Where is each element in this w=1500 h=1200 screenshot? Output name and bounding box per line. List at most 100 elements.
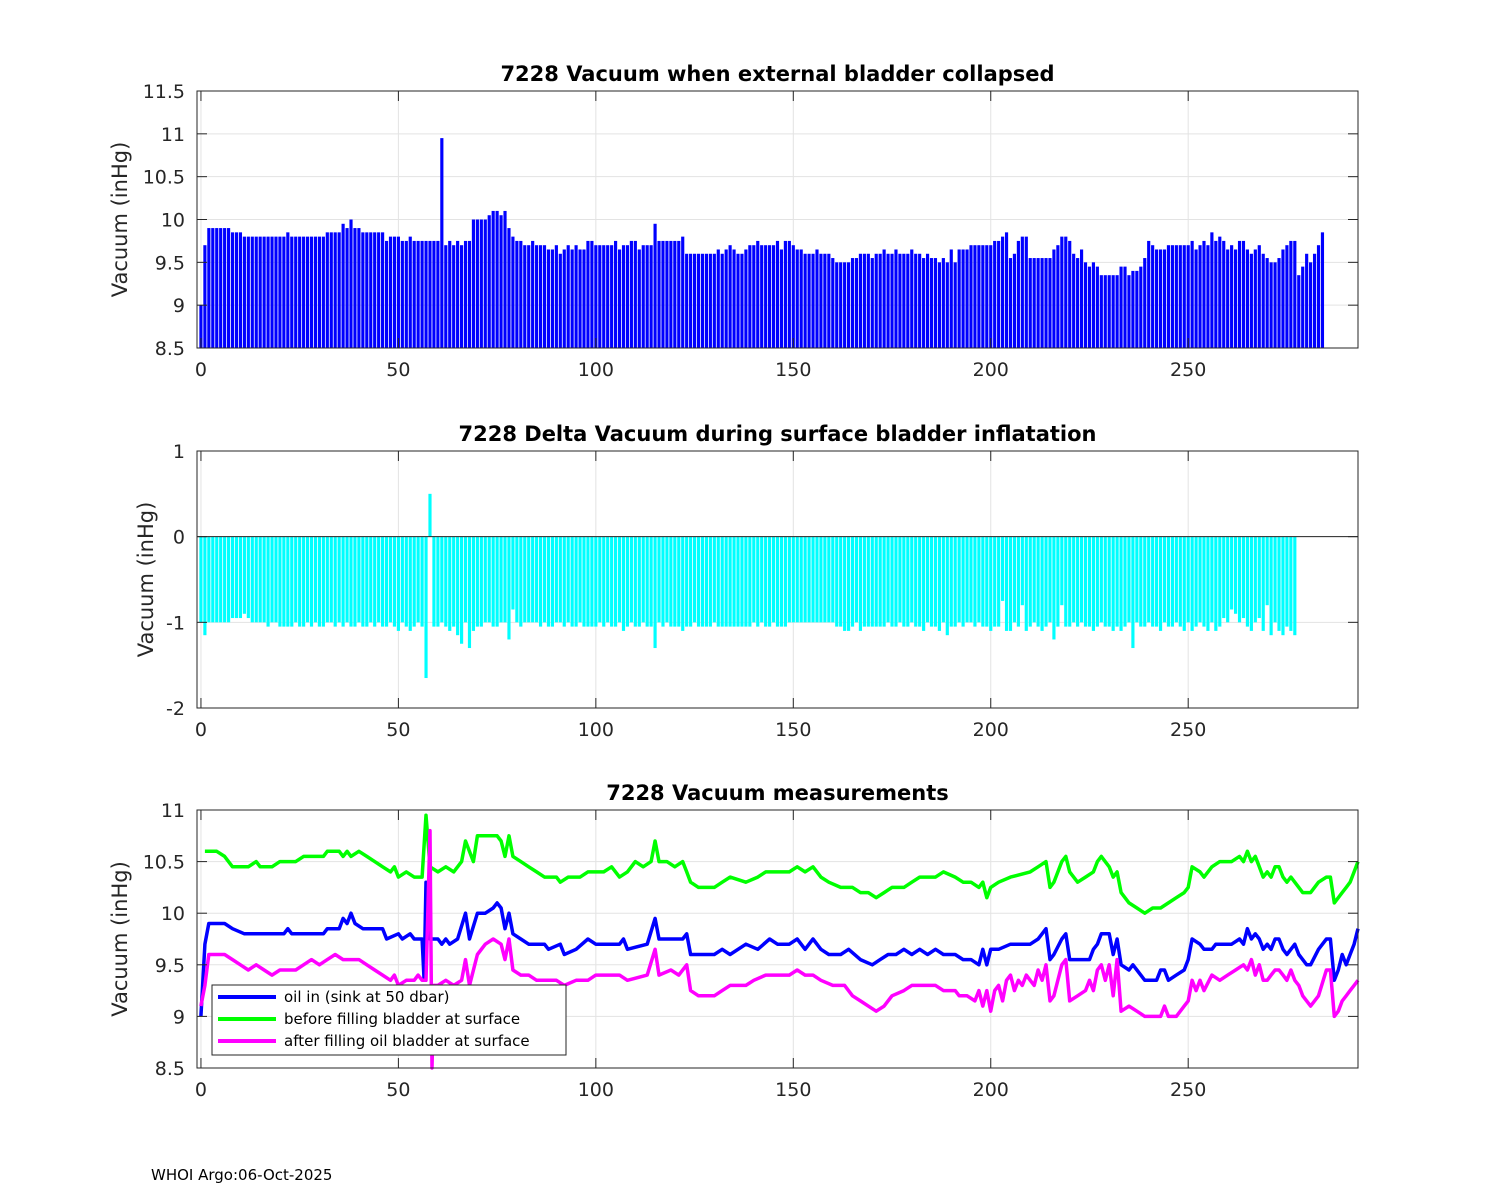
bar	[858, 253, 863, 348]
legend-label: after filling oil bladder at surface	[284, 1032, 530, 1050]
bar	[831, 258, 835, 348]
bar	[997, 536, 1001, 627]
bar	[1024, 536, 1028, 631]
bar	[807, 536, 811, 623]
bar	[290, 536, 294, 627]
bar	[270, 236, 274, 348]
bar	[1218, 236, 1222, 348]
bar	[1056, 245, 1060, 348]
bar	[207, 228, 211, 348]
bar	[925, 536, 930, 623]
bar	[1206, 245, 1210, 348]
bar	[400, 536, 404, 623]
bar	[325, 232, 329, 348]
bar	[681, 536, 685, 631]
bar	[625, 536, 630, 627]
bar	[775, 536, 780, 627]
bar	[925, 253, 930, 348]
bar	[898, 253, 902, 348]
y-tick-label: 9.5	[155, 252, 185, 274]
bar	[882, 249, 886, 348]
y-tick-label: 10.5	[143, 167, 185, 189]
bar	[523, 536, 527, 623]
bar	[1312, 253, 1317, 348]
bar	[665, 536, 669, 623]
bar	[933, 536, 938, 627]
bar	[858, 536, 863, 631]
bar	[1004, 232, 1009, 348]
x-tick-label: 150	[775, 1079, 811, 1101]
bar	[985, 245, 989, 348]
bar	[227, 228, 231, 348]
bar	[238, 232, 243, 348]
bar	[598, 245, 602, 348]
bar	[388, 536, 393, 623]
bar	[673, 536, 677, 627]
bar	[333, 232, 337, 348]
bar	[874, 253, 878, 348]
bar	[1048, 258, 1052, 348]
bar	[487, 215, 491, 348]
bar	[302, 536, 306, 627]
x-tick-label: 200	[973, 1079, 1009, 1101]
bar	[795, 536, 799, 623]
y-tick-label: 1	[173, 441, 185, 463]
axes-box	[196, 450, 1359, 709]
bar	[1123, 536, 1127, 627]
bar	[1119, 266, 1123, 348]
bar	[1174, 536, 1178, 623]
bar	[302, 236, 306, 348]
bar	[716, 249, 720, 348]
bar	[377, 232, 381, 348]
bar	[1277, 536, 1281, 631]
bar	[1056, 536, 1060, 627]
y-tick-label: 11	[161, 800, 185, 822]
bar	[381, 536, 385, 627]
y-tick-label: 10	[161, 903, 185, 925]
bar	[594, 536, 598, 627]
bar	[783, 536, 787, 627]
bar	[305, 536, 310, 623]
bar	[700, 253, 705, 348]
bar	[1210, 536, 1214, 623]
bar	[223, 536, 227, 623]
bar	[586, 536, 590, 627]
bar	[787, 240, 791, 348]
bar	[854, 536, 859, 623]
bar	[463, 240, 468, 348]
y-tick-label: 8.5	[155, 1058, 185, 1080]
bar	[1245, 249, 1250, 348]
bar	[894, 249, 898, 348]
bar	[732, 249, 736, 348]
bar	[456, 536, 460, 636]
bar	[922, 536, 926, 631]
y-tick-label: 9.5	[155, 955, 185, 977]
bar	[294, 536, 298, 623]
bar	[211, 536, 215, 623]
bar	[1052, 536, 1056, 640]
bar	[704, 253, 708, 348]
bar	[696, 536, 701, 627]
bar	[578, 536, 582, 623]
bar	[384, 240, 389, 348]
bar	[764, 245, 768, 348]
bar	[460, 536, 464, 644]
bar	[918, 536, 922, 627]
bar	[1123, 266, 1127, 348]
bar	[230, 536, 235, 619]
bar	[720, 536, 724, 627]
x-tick-label: 250	[1170, 1079, 1206, 1101]
bar	[420, 536, 424, 627]
bar	[361, 536, 365, 627]
bar	[1151, 245, 1155, 348]
bar	[381, 232, 385, 348]
bar	[246, 236, 250, 348]
bar	[515, 240, 519, 348]
bar	[941, 536, 945, 623]
bar	[949, 249, 953, 348]
bar	[1241, 536, 1246, 619]
bar	[1222, 240, 1226, 348]
y-tick-label: 9	[173, 295, 185, 317]
bar	[531, 536, 535, 623]
bar	[1001, 536, 1005, 601]
